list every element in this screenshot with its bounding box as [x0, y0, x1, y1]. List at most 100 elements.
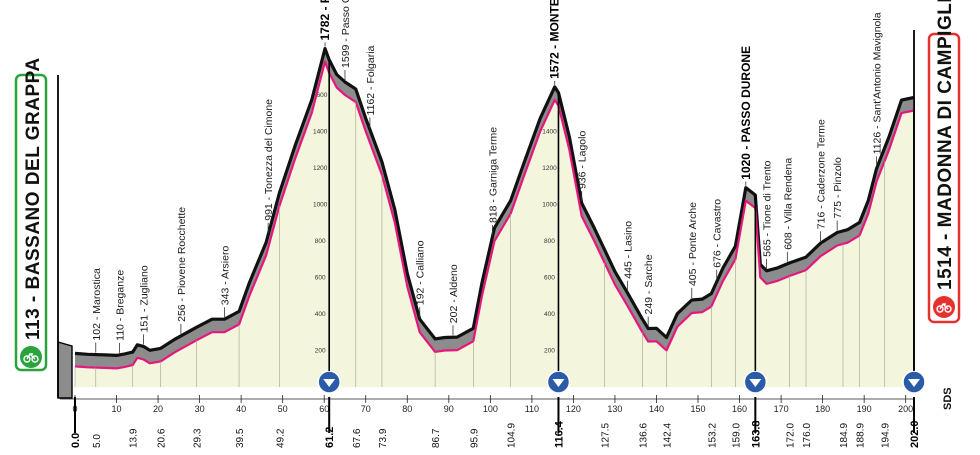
start-title: 113 - BASSANO DEL GRAPPA: [23, 57, 44, 340]
km-tick-label: 160: [732, 404, 747, 414]
altitude-tick-label: 200: [315, 347, 326, 354]
ridge-line: [74, 47, 915, 357]
gpm-marker-icon: [317, 370, 341, 394]
km-label: 67.6: [352, 428, 363, 448]
km-label: 61.2: [324, 427, 336, 448]
place-label: 1126 - Sant'Antonio Mavignola: [872, 12, 884, 154]
place-label: 249 - Sarche: [643, 254, 655, 314]
altitude-tick-label: 600: [315, 274, 326, 281]
place-label: 1162 - Folgaria: [365, 45, 377, 115]
start-badge: 113 - BASSANO DEL GRAPPA: [14, 57, 48, 372]
km-label: 142.4: [662, 423, 673, 448]
km-tick-label: 150: [691, 404, 706, 414]
elevation-area: [75, 61, 914, 387]
altitude-tick-label: 1200: [542, 165, 557, 172]
start-name: BASSANO DEL GRAPPA: [23, 57, 44, 289]
place-label: 1572 - MONTE BONDONE: [548, 0, 562, 79]
altitude-tick-label: 800: [544, 238, 555, 245]
km-tick-label: 60: [319, 404, 329, 414]
km-label: 5.0: [92, 434, 103, 448]
km-label: 136.6: [638, 423, 649, 448]
finish-altitude: 1514: [935, 246, 956, 290]
altitude-tick-label: 400: [315, 311, 326, 318]
km-label: 194.9: [881, 423, 892, 448]
altitude-tick-label: 200: [544, 347, 555, 354]
km-label: 127.5: [601, 423, 612, 448]
place-label: 1599 - Passo Coe: [340, 0, 352, 68]
km-tick-label: 100: [483, 404, 498, 414]
place-label: 151 - Zugliano: [139, 265, 151, 332]
km-label: 86.7: [431, 428, 442, 448]
km-tick-label: 120: [566, 404, 581, 414]
place-label: 775 - Pinzolo: [832, 157, 844, 218]
place-label: 565 - Tione di Trento: [762, 160, 774, 256]
km-tick-label: 80: [402, 404, 412, 414]
start-altitude: 113: [23, 308, 44, 340]
finish-badge: 1514 - MADONNA DI CAMPIGLIO: [927, 0, 961, 324]
km-tick-label: 190: [857, 404, 872, 414]
km-label: 73.9: [378, 428, 389, 448]
gpm-marker-icon: [743, 370, 768, 394]
place-label: 192 - Calliano: [415, 240, 427, 305]
place-label: 991 - Tonezza del Cimone: [263, 99, 275, 221]
km-label: 29.3: [193, 428, 204, 448]
km-label: 163.8: [750, 420, 762, 448]
km-label: 184.9: [839, 423, 850, 448]
altitude-tick-label: 1200: [313, 165, 328, 172]
km-label: 20.6: [157, 428, 168, 448]
km-label: 39.5: [235, 428, 246, 448]
place-label: 676 - Cavastro: [712, 199, 724, 268]
km-tick-label: 10: [112, 404, 122, 414]
bike-icon: [23, 352, 39, 363]
km-tick-label: 140: [649, 404, 664, 414]
place-labels: 102 - Marostica 110 - Breganze 151 - Zugli…: [91, 0, 884, 341]
km-tick-label: 170: [774, 404, 789, 414]
altitude-tick-label: 1400: [313, 128, 328, 135]
gpm-marker-icon: [902, 370, 926, 394]
altitude-tick-label: 600: [544, 274, 555, 281]
finish-flag-icon: [933, 296, 955, 318]
km-axis: 0102030405060708090100110120130140150160…: [60, 395, 914, 414]
km-tick-label: 30: [195, 404, 205, 414]
altitude-tick-label: 1400: [542, 128, 557, 135]
km-label: 116.4: [553, 420, 565, 448]
place-label: 110 - Breganze: [114, 270, 126, 341]
place-label: 1020 - PASSO DURONE: [739, 46, 753, 180]
finish-title: 1514 - MADONNA DI CAMPIGLIO: [935, 0, 956, 290]
km-tick-label: 200: [898, 404, 913, 414]
km-label: 188.9: [856, 423, 867, 448]
km-label: 159.0: [731, 423, 742, 448]
mountain-band: [74, 47, 915, 369]
km-tick-label: 70: [361, 404, 371, 414]
bike-icon: [936, 302, 952, 313]
finish-name: MADONNA DI CAMPIGLIO: [935, 0, 956, 227]
gpm-marker-icon: [546, 370, 571, 394]
place-label: 405 - Ponte Arche: [687, 202, 699, 286]
km-tick-label: 40: [236, 404, 246, 414]
km-label: 49.2: [275, 428, 286, 448]
altitude-tick-label: 400: [544, 311, 555, 318]
km-label: 104.9: [507, 423, 518, 448]
km-tick-label: 50: [278, 404, 288, 414]
place-label: 936 - Lagolo: [577, 131, 589, 190]
km-label: 176.0: [802, 423, 813, 448]
place-label: 445 - Lasino: [622, 221, 634, 279]
place-label: 102 - Marostica: [91, 268, 103, 341]
start-wall: [57, 341, 73, 399]
km-tick-label: 130: [607, 404, 622, 414]
gpm-markers: [317, 59, 926, 394]
place-label: 716 - Caderzone Terme: [816, 119, 828, 229]
place-label: 818 - Garniga Terme: [487, 127, 499, 223]
km-tick-label: 20: [153, 404, 163, 414]
place-label: 256 - Piovene Rocchette: [176, 207, 188, 322]
km-label: 13.9: [129, 428, 140, 448]
start-flag-icon: [20, 346, 42, 368]
altitude-tick-label: 800: [315, 238, 326, 245]
place-label: 608 - Villa Rendena: [782, 158, 794, 250]
km-label: 0.0: [70, 433, 82, 448]
altitude-grid: 200 200 400 400 600 600 800 800 1000 1000 1200 1200…: [313, 92, 557, 355]
altitude-tick-label: 1000: [313, 201, 328, 208]
km-label: 95.9: [469, 428, 480, 448]
